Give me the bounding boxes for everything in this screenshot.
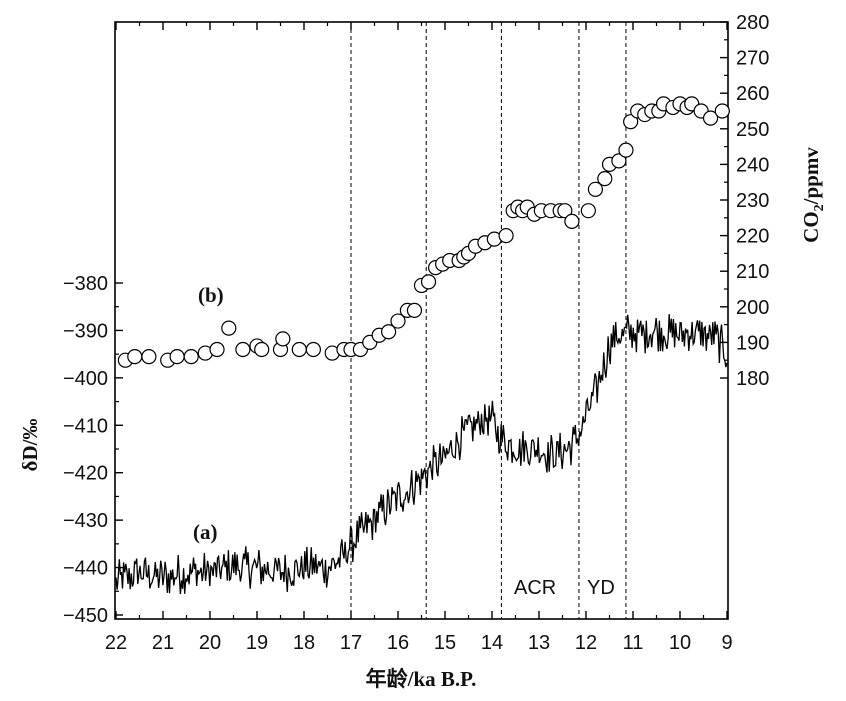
series-b-point [209,341,225,358]
series-b-point [498,228,514,244]
series-b-point [291,341,307,358]
y-right-axis-title: CO2/ppmv [799,147,827,243]
series-b-point [714,103,730,119]
series-b-point [169,349,185,365]
x-tick-label: 10 [669,632,691,654]
series-b-point [127,349,143,365]
x-tick-label: 20 [199,632,221,654]
y-left-axis-title: δD/‰ [18,419,42,472]
y-right-tick-label: 190 [736,332,769,354]
series-b-point [141,349,157,365]
y-left-tick-label: −420 [63,463,108,485]
y-right-tick-label: 260 [736,83,769,105]
y-right-tick-label: 210 [736,261,769,283]
series-a-line [115,314,728,594]
y-right-title-main: CO [799,211,823,243]
y-right-tick-label: 220 [736,226,769,248]
y-right-tick-label: 250 [736,119,769,141]
y-left-tick-label: −390 [63,320,108,342]
series-b-point [557,203,573,219]
series-b-point [564,213,580,229]
series-b-point [611,153,627,169]
series-b-point [702,110,719,126]
series-b-point [623,114,639,130]
x-tick-label: 22 [105,632,127,654]
x-tick-label: 19 [246,632,268,654]
x-tick-label: 18 [293,632,315,654]
series-a-label: (a) [193,520,218,544]
series-b-point [235,341,251,358]
series-b-point [406,302,423,318]
series-b-point [305,341,321,358]
x-tick-label: 17 [340,632,362,654]
x-tick-label: 11 [623,632,644,654]
series-b-label: (b) [198,283,224,307]
acr-label: ACR [514,577,556,599]
series-b-point [618,142,634,158]
x-tick-label: 12 [575,632,597,654]
y-right-tick-label: 240 [736,154,769,176]
y-left-tick-label: −410 [63,415,108,437]
x-tick-label: 15 [434,632,456,654]
y-right-title-sub: 2 [812,204,827,211]
series-b-point [183,349,199,365]
y-right-tick-label: 230 [736,190,769,212]
series-b-point [381,324,397,340]
y-left-tick-label: −440 [63,558,108,580]
x-tick-label: 21 [152,632,174,654]
x-tick-label: 16 [387,632,409,654]
y-right-tick-label: 270 [736,48,769,70]
series-b-point [587,181,604,197]
series-b-point [597,171,613,187]
x-tick-label: 9 [721,632,732,654]
series-b-point [275,331,291,347]
y-right-tick-label: 280 [736,12,769,34]
y-left-tick-label: −380 [63,273,108,295]
y-right-tick-label: 180 [736,368,769,390]
series-b-point [420,274,437,290]
y-right-tick-label: 200 [736,297,769,319]
y-left-tick-label: −450 [63,605,108,627]
x-tick-label: 14 [481,632,503,654]
y-left-tick-label: −430 [63,510,108,532]
series-b-point [580,203,596,219]
series-b-point [221,320,237,336]
yd-label: YD [587,577,615,599]
x-tick-label: 13 [528,632,550,654]
y-left-tick-label: −400 [63,368,108,390]
y-right-title-unit: /ppmv [799,147,823,206]
series-b-point [390,313,406,329]
x-axis-title: 年龄/ka B.P. [366,667,477,691]
series-b-point [254,341,270,358]
